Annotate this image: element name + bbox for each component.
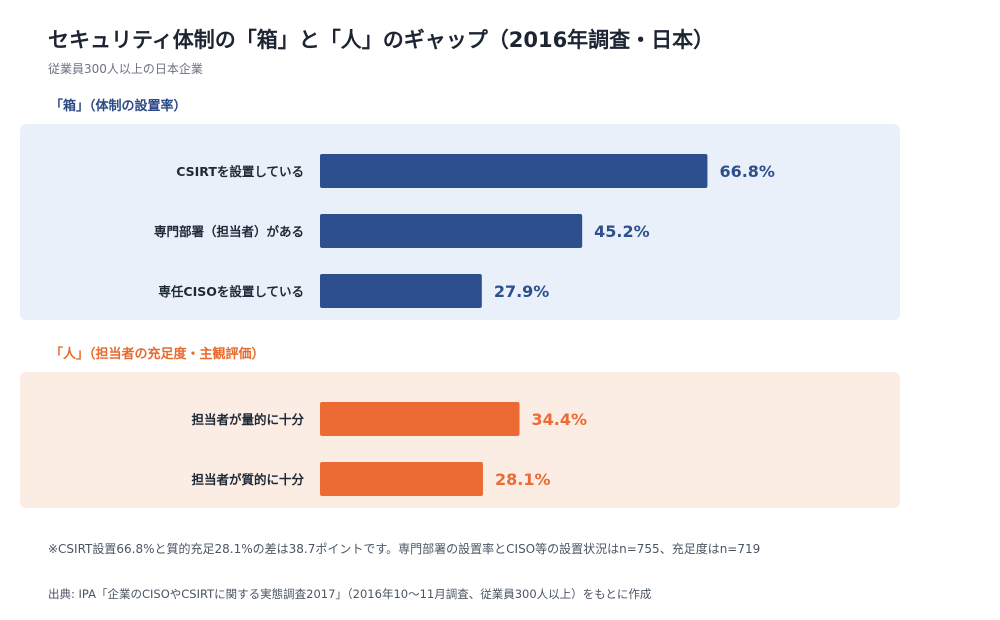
value-label: 66.8% (719, 162, 775, 181)
people-section-label: 「人」（担当者の充足度・主観評価） (50, 347, 265, 362)
value-label: 28.1% (495, 470, 551, 489)
category-label: CSIRTを設置している (176, 164, 304, 179)
category-label: 専任CISOを設置している (158, 284, 304, 299)
category-label: 担当者が量的に十分 (191, 412, 304, 427)
category-label: 専門部署（担当者）がある (154, 224, 304, 239)
value-label: 34.4% (532, 410, 588, 429)
category-label: 担当者が質的に十分 (191, 472, 304, 487)
box-section-label: 「箱」（体制の設置率） (50, 99, 187, 114)
footnote: ※CSIRT設置66.8%と質的充足28.1%の差は38.7ポイントです。専門部… (48, 542, 761, 556)
bar (320, 274, 482, 308)
value-label: 45.2% (594, 222, 650, 241)
source-note: 出典: IPA「企業のCISOやCSIRTに関する実態調査2017」（2016年… (48, 587, 652, 601)
value-label: 27.9% (494, 282, 550, 301)
bar (320, 214, 583, 248)
bar (320, 402, 520, 436)
bar (320, 154, 708, 188)
chart-title: セキュリティ体制の「箱」と「人」のギャップ（2016年調査・日本） (48, 28, 715, 52)
bar (320, 462, 483, 496)
chart-subtitle: 従業員300人以上の日本企業 (48, 62, 203, 76)
